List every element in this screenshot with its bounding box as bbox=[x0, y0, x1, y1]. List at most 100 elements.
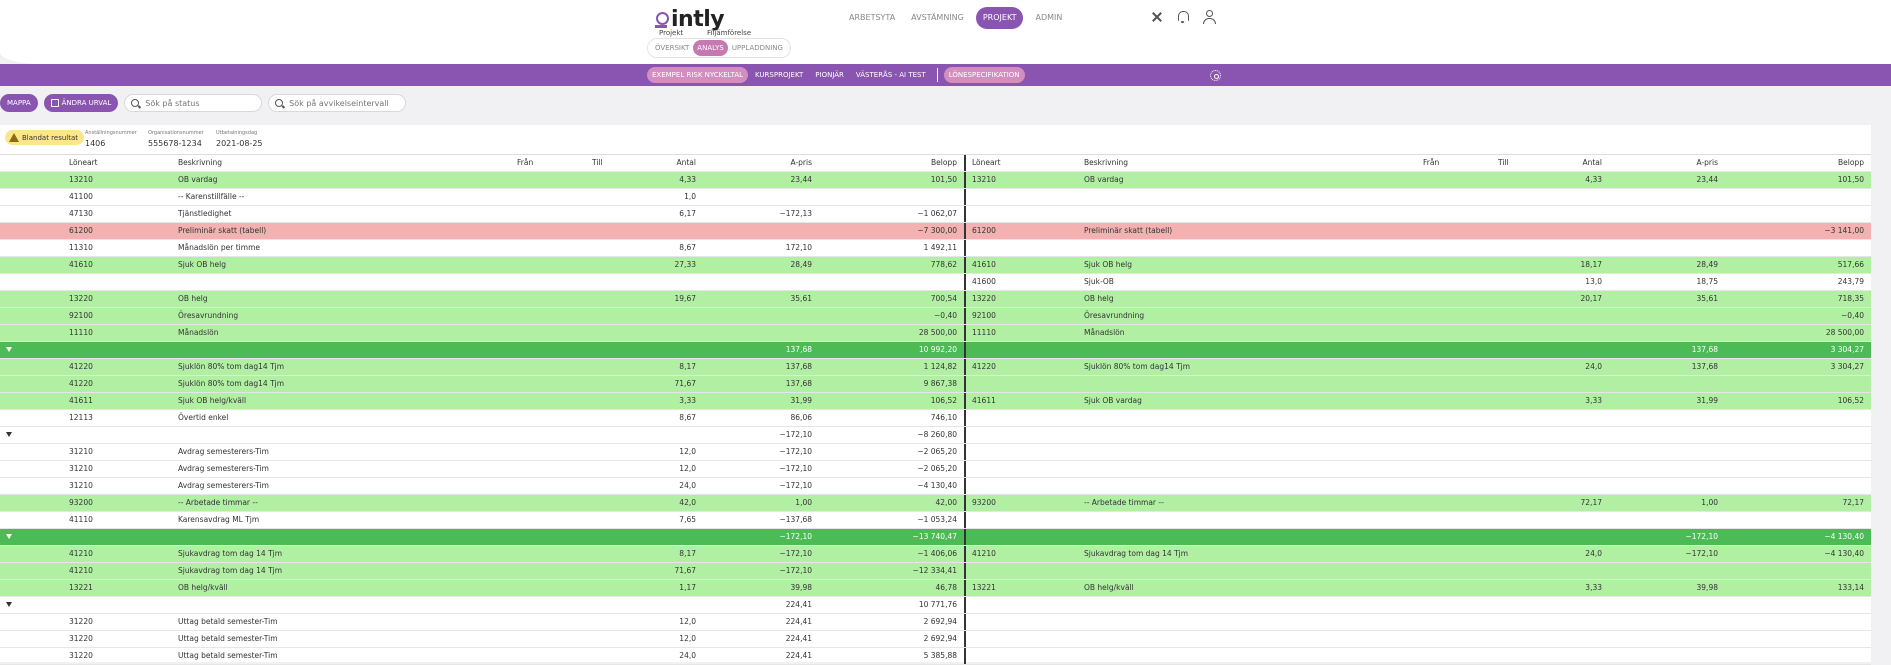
right-cell-quantity bbox=[1540, 512, 1602, 528]
right-cell-from bbox=[1423, 206, 1453, 222]
right-cell-quantity bbox=[1540, 189, 1602, 205]
right-cell-wage-type bbox=[972, 444, 1032, 460]
table-row[interactable]: 61200 Preliminär skatt (tabell) −7 300,00 6… bbox=[0, 223, 1871, 240]
right-cell-wage-type: 13220 bbox=[972, 294, 996, 303]
table-row[interactable]: 41220 Sjuklön 80% tom dag14 Tjm 8,17 137,68… bbox=[0, 359, 1871, 376]
table-row[interactable]: 41210 Sjukavdrag tom dag 14 Tjm 8,17 −172,1… bbox=[0, 546, 1871, 563]
left-cell-to bbox=[592, 291, 622, 307]
table-row[interactable]: 41610 Sjuk OB helg 27,33 28,49 778,62 41610 Sj… bbox=[0, 257, 1871, 274]
right-cell-wage-type bbox=[972, 376, 1032, 392]
change-selection-icon bbox=[50, 99, 59, 107]
right-cell-to bbox=[1498, 580, 1528, 596]
right-cell-from bbox=[1423, 410, 1453, 426]
tab-overview[interactable]: ÖVERSIKT bbox=[655, 44, 690, 52]
gear-icon[interactable] bbox=[1210, 70, 1221, 81]
right-cell-description bbox=[1084, 478, 1284, 494]
nav-admin[interactable]: ADMIN bbox=[1035, 13, 1063, 22]
left-cell-description: Uttag betald semester-Tim bbox=[178, 617, 278, 626]
folder-button[interactable]: MAPPA bbox=[0, 94, 38, 112]
nav-reconciliation[interactable]: AVSTÄMNING bbox=[911, 13, 964, 22]
left-cell-quantity: 8,67 bbox=[679, 243, 696, 252]
table-row[interactable]: 31210 Avdrag semesterers-Tim 12,0 −172,10 −2… bbox=[0, 444, 1871, 461]
left-cell-unit-price: 224,41 bbox=[785, 600, 812, 609]
deviation-search[interactable] bbox=[268, 94, 407, 112]
right-cell-from bbox=[1423, 376, 1453, 392]
payout-date: Utbetalningsdag 2021-08-25 bbox=[216, 130, 263, 148]
bell-icon[interactable] bbox=[1176, 10, 1189, 23]
table-row[interactable]: 13220 OB helg 19,67 35,61 700,54 13220 OB helg… bbox=[0, 291, 1871, 308]
table-row[interactable]: 41611 Sjuk OB helg/kväll 3,33 31,99 106,52 41… bbox=[0, 393, 1871, 410]
table-row[interactable]: 92100 Öresavrundning −0,40 92100 Öresavrundn… bbox=[0, 308, 1871, 325]
project-tab-risk[interactable]: EXEMPEL RISK NYCKELTAL bbox=[647, 67, 749, 83]
left-cell-unit-price: −172,13 bbox=[779, 209, 812, 218]
status-search-input[interactable] bbox=[145, 98, 256, 108]
group-row[interactable]: −172,10 −13 740,47 −172,10 −4 130,40 bbox=[0, 529, 1871, 546]
tools-icon[interactable] bbox=[1150, 10, 1163, 23]
left-cell-unit-price: −172,10 bbox=[779, 464, 812, 473]
table-row[interactable]: 31220 Uttag betald semester-Tim 12,0 224,41… bbox=[0, 614, 1871, 631]
tab-analysis[interactable]: ANALYS bbox=[693, 40, 728, 56]
right-cell-amount bbox=[1740, 597, 1864, 613]
right-cell-quantity bbox=[1540, 614, 1602, 630]
left-cell-wage-type: 31210 bbox=[69, 464, 93, 473]
table-row[interactable]: 41220 Sjuklön 80% tom dag14 Tjm 71,67 137,6… bbox=[0, 376, 1871, 393]
tab-upload[interactable]: UPPLADDNING bbox=[731, 44, 783, 52]
table-row[interactable]: 11110 Månadslön 28 500,00 11110 Månadslön 28 … bbox=[0, 325, 1871, 342]
expand-icon[interactable] bbox=[6, 534, 12, 539]
right-header-cell-unit-price: A-pris bbox=[1696, 158, 1718, 167]
expand-icon[interactable] bbox=[6, 432, 12, 437]
change-selection-button[interactable]: ÄNDRA URVAL bbox=[43, 94, 119, 112]
top-header: intly Projekt Filjämförelse ÖVERSIKT ANA… bbox=[0, 0, 1891, 64]
right-cell-from bbox=[1423, 529, 1453, 545]
left-cell-wage-type: 41210 bbox=[69, 549, 93, 558]
left-cell-quantity: 7,65 bbox=[679, 515, 696, 524]
group-row[interactable]: 224,41 10 771,76 bbox=[0, 597, 1871, 614]
table-row[interactable]: 41210 Sjukavdrag tom dag 14 Tjm 71,67 −172,… bbox=[0, 563, 1871, 580]
status-search[interactable] bbox=[124, 94, 263, 112]
table-row[interactable]: 31210 Avdrag semesterers-Tim 24,0 −172,10 −4… bbox=[0, 478, 1871, 495]
left-cell-to bbox=[592, 223, 622, 239]
project-tab-vasteras[interactable]: VÄSTERÅS - AI TEST bbox=[855, 71, 926, 79]
change-selection-label: ÄNDRA URVAL bbox=[61, 99, 112, 107]
project-tab-payslip[interactable]: LÖNESPECIFIKATION bbox=[943, 67, 1025, 83]
right-cell-from bbox=[1423, 495, 1453, 511]
user-icon[interactable] bbox=[1202, 10, 1216, 24]
expand-icon[interactable] bbox=[6, 602, 12, 607]
left-cell-from bbox=[517, 529, 547, 545]
table-row[interactable]: 11310 Månadslön per timme 8,67 172,10 1 492,… bbox=[0, 240, 1871, 257]
right-header-cell-amount: Belopp bbox=[1838, 158, 1864, 167]
table-row[interactable]: 31220 Uttag betald semester-Tim 12,0 224,41… bbox=[0, 631, 1871, 648]
right-cell-to bbox=[1498, 223, 1528, 239]
group-row[interactable]: −172,10 −8 260,80 bbox=[0, 427, 1871, 444]
expand-icon[interactable] bbox=[6, 347, 12, 352]
deviation-search-input[interactable] bbox=[289, 98, 400, 108]
table-row[interactable]: 31210 Avdrag semesterers-Tim 12,0 −172,10 −2… bbox=[0, 461, 1871, 478]
left-cell-amount: 10 992,20 bbox=[918, 345, 957, 354]
table-row[interactable]: 13210 OB vardag 4,33 23,44 101,50 13210 OB var… bbox=[0, 172, 1871, 189]
table-row[interactable]: 41110 Karensavdrag ML Tjm 7,65 −137,68 −1 05… bbox=[0, 512, 1871, 529]
left-cell-quantity: 71,67 bbox=[674, 379, 696, 388]
right-cell-amount: −0,40 bbox=[1841, 311, 1864, 320]
right-cell-wage-type: 41220 bbox=[972, 362, 996, 371]
table-row[interactable]: 47130 Tjänstledighet 6,17 −172,13 −1 062,07 bbox=[0, 206, 1871, 223]
nav-workspace[interactable]: ARBETSYTA bbox=[849, 13, 896, 22]
project-tab-pioneer[interactable]: PIONJÄR bbox=[815, 71, 844, 79]
right-cell-description: Sjuk-OB bbox=[1084, 277, 1114, 286]
project-tab-course[interactable]: KURSPROJEKT bbox=[755, 71, 804, 79]
table-row[interactable]: 41100 -- Karenstillfälle -- 1,0 bbox=[0, 189, 1871, 206]
table-row[interactable]: 13221 OB helg/kväll 1,17 39,98 46,78 13221 OB … bbox=[0, 580, 1871, 597]
table-row[interactable]: 93200 -- Arbetade timmar -- 42,0 1,00 42,00 9… bbox=[0, 495, 1871, 512]
right-cell-to bbox=[1498, 614, 1528, 630]
group-row[interactable]: 137,68 10 992,20 137,68 3 304,27 bbox=[0, 342, 1871, 359]
left-cell-from bbox=[517, 274, 547, 290]
column-divider bbox=[964, 410, 966, 426]
left-cell-amount: −0,40 bbox=[934, 311, 957, 320]
table-row[interactable]: 12113 Övertid enkel 8,67 86,06 746,10 bbox=[0, 410, 1871, 427]
table-row[interactable]: 41600 Sjuk-OB 13,0 18,75 243,79 bbox=[0, 274, 1871, 291]
table-row[interactable]: 31220 Uttag betald semester-Tim 24,0 224,41… bbox=[0, 648, 1871, 665]
column-divider bbox=[964, 631, 966, 647]
left-header-cell-quantity: Antal bbox=[676, 158, 696, 167]
app-logo[interactable]: intly bbox=[655, 7, 725, 32]
right-cell-amount: 243,79 bbox=[1837, 277, 1864, 286]
nav-project[interactable]: PROJEKT bbox=[975, 7, 1024, 29]
